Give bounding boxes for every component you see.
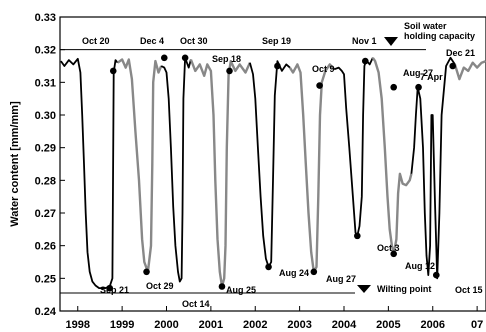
- annotation-marker: [265, 263, 272, 271]
- y-tick-label: 0.31: [35, 77, 56, 89]
- annotation-marker: [274, 62, 281, 70]
- annotation-label: Aug 27: [403, 68, 433, 78]
- annotation-label: Oct 3: [377, 243, 400, 253]
- series-line-3: [160, 56, 192, 283]
- series-line-4: [189, 59, 251, 288]
- x-tick-label: 1998: [66, 319, 90, 331]
- annotation-marker: [316, 82, 323, 89]
- annotation-label: 7 Apr: [420, 72, 443, 82]
- annotation-marker: [226, 67, 233, 75]
- annotation-label: Aug 24: [279, 268, 309, 278]
- x-tick-label: 2004: [332, 319, 357, 331]
- annotation-label: Oct 15: [455, 285, 483, 295]
- annotation-label: Dec 21: [446, 48, 475, 58]
- y-tick-label: 0.28: [35, 175, 56, 187]
- series-line-1: [60, 57, 119, 289]
- annotation-label: Aug 12: [405, 261, 435, 271]
- annotation-marker: [433, 271, 440, 279]
- annotation-marker: [390, 250, 398, 258]
- annotation-marker: [449, 62, 457, 70]
- annotation-marker: [415, 83, 422, 91]
- field-capacity-label: holding capacity: [404, 31, 475, 41]
- y-tick-label: 0.24: [35, 306, 57, 318]
- series-line-5: [249, 60, 291, 268]
- y-tick-label: 0.26: [35, 241, 56, 253]
- y-tick-label: 0.27: [35, 208, 56, 220]
- annotation-marker: [362, 57, 369, 65]
- field-capacity-marker-icon: [384, 37, 398, 46]
- series-lines-group: [60, 56, 486, 289]
- x-tick-label: 2006: [421, 319, 445, 331]
- plot-frame: [59, 16, 486, 312]
- annotation-marker: [310, 268, 318, 276]
- wilting-point-marker-icon: [357, 285, 371, 293]
- annotation-label: Oct 14: [182, 299, 210, 309]
- y-axis-title: Water content [mm/mm]: [9, 101, 21, 227]
- annotation-label: Oct 29: [146, 281, 174, 291]
- y-tick-label: 0.33: [35, 12, 56, 24]
- y-tick-label: 0.29: [35, 143, 56, 155]
- series-line-8: [371, 57, 413, 255]
- annotation-marker: [354, 232, 361, 240]
- annotation-marker: [390, 83, 398, 91]
- annotation-marker: [143, 268, 150, 276]
- wilting-point-label: Wilting point: [377, 284, 431, 294]
- annotation-label: Oct 9: [312, 64, 335, 74]
- x-tick-label: 07: [471, 319, 483, 331]
- series-line-9: [410, 56, 456, 280]
- annotation-label: Aug 25: [226, 285, 256, 295]
- reference-lines-group: [60, 49, 426, 294]
- series-line-2: [116, 58, 163, 273]
- annotation-marker: [218, 283, 226, 290]
- annotation-label: Oct 30: [180, 36, 208, 46]
- annotation-marker: [160, 54, 168, 62]
- x-tick-label: 2000: [154, 319, 178, 331]
- annotation-label: Dec 4: [140, 36, 164, 46]
- annotation-label: Sep 21: [100, 285, 129, 295]
- annotation-marker: [106, 284, 113, 292]
- annotation-marker: [109, 67, 117, 75]
- plot-area-group: [59, 16, 486, 312]
- annotation-label: Sep 18: [212, 54, 241, 64]
- x-ticks-group: 1998 1999 2000 2001 2002 2003 2004 2005 2006 07: [66, 306, 483, 331]
- y-ticks-group: 0.24 0.25 0.26 0.27 0.28 0.29 0.30 0.31 0.32 0.33: [35, 12, 65, 318]
- x-tick-label: 2001: [199, 319, 223, 331]
- y-tick-label: 0.32: [35, 45, 56, 57]
- series-line-6: [288, 63, 336, 273]
- series-line-10: [453, 59, 486, 81]
- field-capacity-label: Soil water: [404, 21, 447, 31]
- series-line-7: [333, 57, 374, 237]
- y-tick-label: 0.30: [35, 110, 56, 122]
- annotation-label: Aug 27: [326, 274, 356, 284]
- y-tick-label: 0.25: [35, 273, 56, 285]
- annotation-label: Nov 1: [352, 36, 377, 46]
- x-tick-label: 2002: [243, 319, 267, 331]
- x-tick-label: 2003: [287, 319, 311, 331]
- x-tick-label: 1999: [110, 319, 134, 331]
- annotation-label: Oct 20: [82, 36, 110, 46]
- x-tick-label: 2005: [376, 319, 400, 331]
- annotation-label: Sep 19: [262, 36, 291, 46]
- annotation-marker: [181, 54, 189, 62]
- annotations-group: Oct 20 Sep 21 Oct 14 Dec 4 Oct 29 Oct 30 Sep 1…: [82, 36, 483, 309]
